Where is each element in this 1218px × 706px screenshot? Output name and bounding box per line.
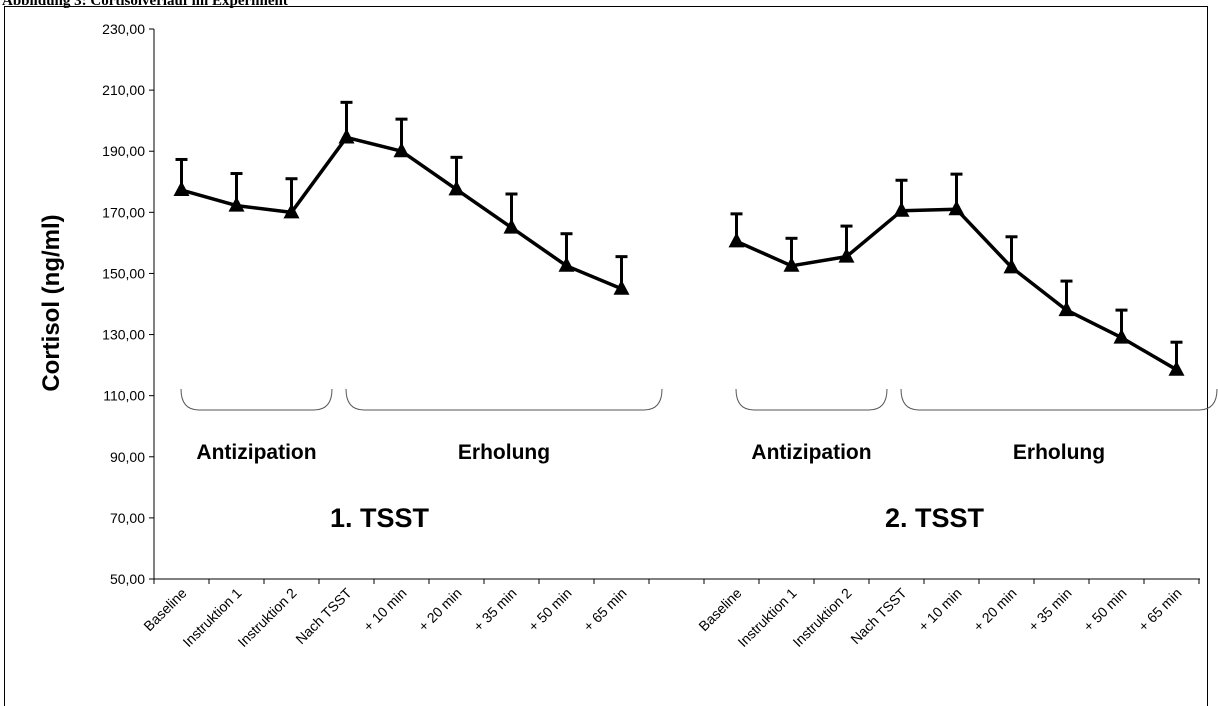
phase-label: Erholung — [1013, 441, 1105, 464]
phase-bracket — [180, 388, 333, 411]
data-point-marker — [838, 247, 855, 263]
data-point-marker — [893, 201, 910, 217]
figure-frame — [4, 6, 1208, 706]
data-point-marker — [338, 128, 355, 144]
series-line — [735, 207, 1178, 372]
y-tick-label: 190,00 — [102, 143, 145, 159]
data-point-marker — [728, 232, 745, 248]
phase-label: Antizipation — [751, 441, 871, 464]
y-tick-label: 110,00 — [103, 388, 145, 404]
y-tick-label: 230,00 — [102, 21, 145, 37]
label-layer: 50,00 70,00 90,00 110,00 130,00 150,00 170,00 1… — [38, 21, 1185, 650]
x-category-label: + 50 min — [525, 585, 575, 635]
data-point-marker — [393, 142, 410, 158]
data-point-marker — [1113, 328, 1130, 344]
data-point-marker — [1058, 301, 1075, 317]
x-category-label: Nach TSST — [847, 584, 910, 647]
phase-bracket — [900, 388, 1218, 411]
y-tick-label: 90,00 — [110, 449, 145, 465]
x-category-label: Instruktion 2 — [789, 585, 854, 650]
page-title: Abbildung 3: Cortisolverlauf im Experime… — [2, 0, 288, 9]
phase-label: Antizipation — [196, 441, 316, 464]
y-tick-label: 150,00 — [102, 265, 145, 281]
phase-label: Erholung — [458, 441, 550, 464]
x-category-label: + 10 min — [360, 585, 410, 635]
y-tick-label: 70,00 — [110, 510, 145, 526]
data-point-marker — [948, 200, 965, 216]
data-point-marker — [558, 256, 575, 272]
x-category-label: Baseline — [695, 585, 744, 634]
data-point-marker — [1168, 360, 1185, 376]
x-category-label: Instruktion 2 — [234, 585, 299, 650]
data-point-marker — [783, 256, 800, 272]
x-category-label: + 20 min — [415, 585, 465, 635]
y-tick-label: 130,00 — [102, 327, 145, 343]
data-point-marker — [173, 181, 190, 197]
phase-brackets — [180, 388, 1218, 411]
group-label: 2. TSST — [885, 503, 985, 533]
data-point-marker — [283, 203, 300, 219]
x-category-label: + 50 min — [1080, 585, 1130, 635]
data-point-marker — [1003, 258, 1020, 274]
data-point-marker — [228, 196, 245, 212]
x-category-label: + 35 min — [1025, 585, 1075, 635]
phase-bracket — [735, 388, 888, 411]
y-tick-label: 170,00 — [102, 204, 145, 220]
x-category-label: Nach TSST — [292, 584, 355, 647]
data-point-marker — [503, 218, 520, 234]
x-category-label: + 10 min — [915, 585, 965, 635]
y-tick-label: 50,00 — [110, 571, 145, 587]
x-category-label: + 65 min — [1135, 585, 1185, 635]
x-category-label: + 20 min — [970, 585, 1020, 635]
x-category-label: + 35 min — [470, 585, 520, 635]
y-tick-label: 210,00 — [102, 82, 145, 98]
series-line — [181, 135, 623, 291]
group-label: 1. TSST — [330, 503, 430, 533]
data-point-marker — [448, 180, 465, 196]
x-category-label: + 65 min — [580, 585, 630, 635]
y-axis-label: Cortisol (ng/ml) — [38, 214, 65, 391]
series-layer — [173, 100, 1185, 376]
axes — [149, 28, 1200, 584]
phase-bracket — [345, 388, 663, 411]
x-category-label: Baseline — [140, 585, 189, 634]
data-point-marker — [613, 279, 630, 295]
